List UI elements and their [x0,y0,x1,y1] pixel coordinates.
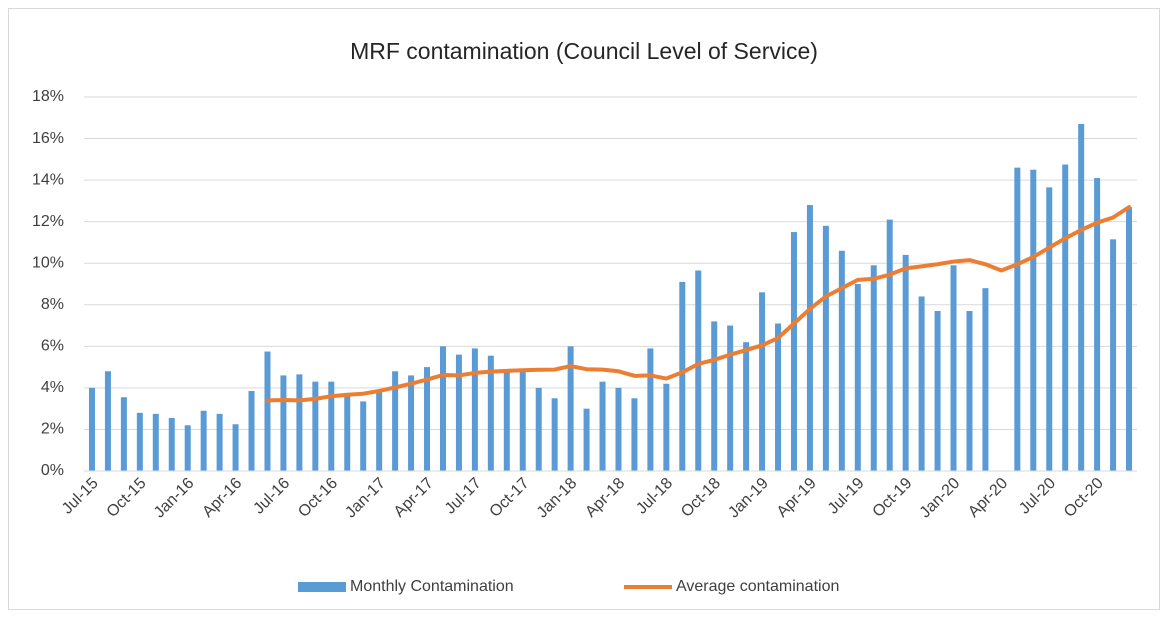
bar [806,205,813,472]
bar [870,265,877,471]
bar [679,281,686,471]
bar [264,351,271,471]
bar [392,371,399,471]
bar [535,387,542,471]
bar [1046,187,1053,471]
bar [902,254,909,471]
bar [615,387,622,471]
bar [120,397,127,471]
bar [200,410,207,471]
bar [1094,178,1101,472]
bar [966,311,973,471]
bar [838,250,845,471]
bar [1078,124,1085,471]
bar [376,389,383,471]
bar [982,288,989,471]
bar [248,391,255,471]
y-tick-label: 6% [41,338,64,355]
y-tick-label: 10% [32,254,64,271]
bar [822,225,829,471]
bar [775,323,782,471]
bar [424,367,431,471]
bar [1014,167,1021,471]
bar [759,292,766,471]
bar [104,371,111,471]
bar [631,398,638,471]
bar [360,401,367,471]
y-tick-label: 4% [41,379,64,396]
legend-swatch [298,582,346,592]
bar [455,354,462,471]
bar [663,383,670,471]
bar [88,387,95,471]
y-tick-label: 18% [32,88,64,105]
bar [1030,169,1037,471]
bar [790,232,797,471]
bar [1110,239,1117,471]
bar [471,348,478,471]
bar [934,311,941,471]
bar [567,346,574,471]
bar [599,381,606,471]
bar [918,296,925,471]
bar [519,371,526,471]
bar [216,413,223,471]
bar [344,394,351,471]
y-tick-label: 16% [32,130,64,147]
bar [232,424,239,471]
chart-border [8,8,1160,610]
bar [695,270,702,471]
line [265,205,1132,403]
bar [854,284,861,471]
bar [743,342,750,471]
bar [886,219,893,471]
y-tick-label: 12% [32,213,64,230]
bar [1126,207,1133,471]
bar [551,398,558,471]
bar [312,381,319,471]
y-tick-label: 0% [41,462,64,479]
bar [950,265,957,471]
bar [583,408,590,471]
legend-label: Average contamination [676,578,839,595]
chart-title: MRF contamination (Council Level of Serv… [350,38,818,64]
bar [1062,164,1069,471]
y-tick-label: 14% [32,171,64,188]
bar [184,425,191,471]
bar [408,375,415,471]
bar [439,346,446,471]
bar [152,413,159,471]
bar [328,381,335,471]
bar [168,418,175,471]
y-tick-label: 8% [41,296,64,313]
y-tick-label: 2% [41,421,64,438]
bar [647,348,654,471]
bar [136,412,143,471]
bar [280,375,287,471]
bar [296,374,303,471]
bar [727,325,734,471]
bar [711,321,718,471]
legend-label: Monthly Contamination [350,578,514,595]
bar [487,355,494,471]
bar [503,371,510,471]
